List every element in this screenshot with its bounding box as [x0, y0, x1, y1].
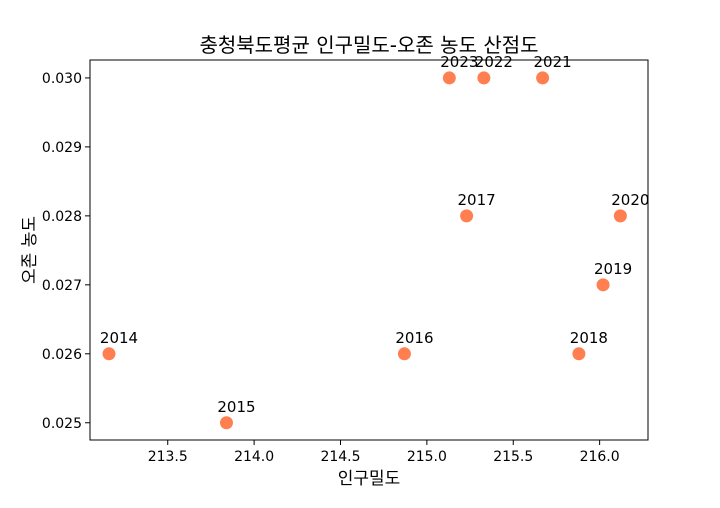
x-axis: 213.5 214.0 214.5 215.0 215.5 216.0 — [148, 440, 620, 465]
x-tick-label: 214.5 — [320, 449, 360, 465]
plot-area-frame — [89, 59, 649, 441]
point-label-2020: 2020 — [611, 191, 649, 209]
point-label-2023: 2023 — [440, 53, 478, 71]
data-point-2017 — [460, 209, 474, 223]
y-tick-label: 0.028 — [42, 209, 82, 225]
point-label-2022: 2022 — [475, 53, 513, 71]
data-point-2018 — [572, 347, 586, 361]
data-point-2014 — [102, 347, 116, 361]
data-point-2022 — [477, 71, 491, 85]
point-label-2019: 2019 — [594, 260, 632, 278]
x-tick-label: 213.5 — [148, 449, 188, 465]
y-axis: 0.025 0.026 0.027 0.028 0.029 0.030 — [42, 71, 90, 432]
y-tick-label: 0.029 — [42, 140, 82, 156]
data-point-2016 — [397, 347, 411, 361]
x-tick-label: 214.0 — [234, 449, 274, 465]
data-point-2020 — [613, 209, 627, 223]
point-label-2014: 2014 — [100, 329, 138, 347]
data-point-2023 — [442, 71, 456, 85]
x-tick-label: 215.0 — [407, 449, 447, 465]
point-label-2018: 2018 — [570, 329, 608, 347]
x-tick-label: 215.5 — [493, 449, 533, 465]
point-label-2016: 2016 — [395, 329, 433, 347]
x-axis-label: 인구밀도 — [338, 469, 401, 489]
point-label-2017: 2017 — [458, 191, 496, 209]
y-tick-label: 0.026 — [42, 347, 82, 363]
y-tick-label: 0.027 — [42, 278, 82, 294]
y-tick-label: 0.030 — [42, 71, 82, 87]
data-point-2015 — [219, 416, 233, 430]
data-point-2021 — [536, 71, 550, 85]
data-point-2019 — [596, 278, 610, 292]
chart-title: 충청북도평균 인구밀도-오존 농도 산점도 — [199, 33, 538, 57]
y-axis-label: 오존 농도 — [20, 216, 40, 284]
point-label-2015: 2015 — [217, 398, 255, 416]
point-label-2021: 2021 — [534, 53, 572, 71]
y-tick-label: 0.025 — [42, 416, 82, 432]
x-tick-label: 216.0 — [580, 449, 620, 465]
